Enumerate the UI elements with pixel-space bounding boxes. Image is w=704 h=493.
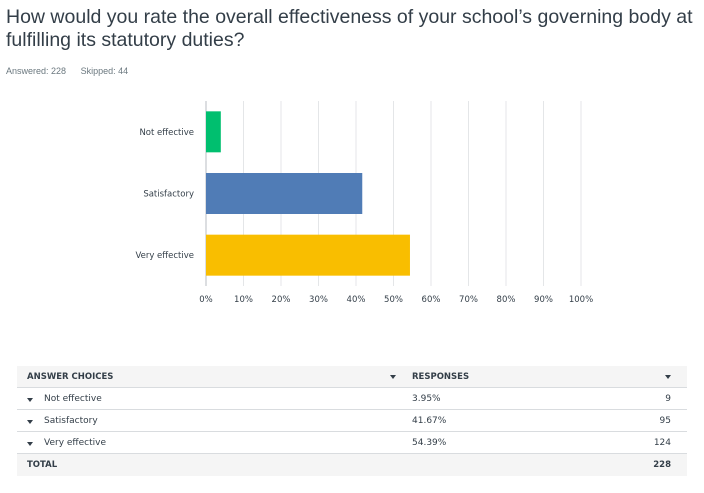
x-tick-label: 10% (234, 295, 253, 305)
table-row: Satisfactory 41.67% 95 (17, 410, 687, 432)
table-total-row: TOTAL 228 (17, 454, 687, 476)
bar-chart: 0% 10% 20% 30% 40% 50% 60% 70% 80% 90% 100% Not eff… (135, 101, 593, 305)
question-title: How would you rate the overall effective… (6, 6, 693, 51)
answer-table: ANSWER CHOICES RESPONSES Not effective 3… (17, 366, 687, 476)
row-count: 124 (653, 438, 671, 448)
x-tick-label: 80% (497, 295, 516, 305)
bar-not-effective[interactable] (206, 111, 221, 153)
row-percent: 54.39% (412, 438, 447, 448)
row-count: 95 (659, 416, 671, 426)
bar-satisfactory[interactable] (206, 173, 363, 214)
x-tick-label: 0% (199, 295, 213, 305)
row-choice: Not effective (44, 394, 102, 404)
x-tick-label: 60% (422, 295, 441, 305)
bar-very-effective[interactable] (206, 234, 410, 276)
table-header-row: ANSWER CHOICES RESPONSES (17, 366, 687, 388)
answered-count: Answered: 228 (6, 66, 67, 76)
total-count: 228 (653, 460, 671, 470)
row-percent: 3.95% (412, 394, 441, 404)
answer-choices-header[interactable]: ANSWER CHOICES (27, 372, 114, 382)
responses-header[interactable]: RESPONSES (412, 372, 470, 382)
row-count: 9 (665, 394, 671, 404)
sort-responses-icon[interactable] (665, 375, 671, 379)
x-tick-label: 90% (534, 295, 553, 305)
expand-row-icon[interactable] (27, 420, 33, 424)
x-tick-label: 100% (569, 295, 593, 305)
table-row: Not effective 3.95% 9 (17, 388, 687, 410)
row-choice: Very effective (44, 438, 106, 448)
row-choice: Satisfactory (44, 416, 98, 426)
response-stats: Answered: 228 Skipped: 44 (6, 66, 140, 76)
skipped-count: Skipped: 44 (80, 66, 129, 76)
sort-choices-icon[interactable] (390, 375, 396, 379)
x-tick-label: 50% (384, 295, 403, 305)
category-label: Not effective (139, 128, 194, 138)
row-percent: 41.67% (412, 416, 447, 426)
category-label: Satisfactory (143, 190, 194, 200)
x-tick-label: 20% (272, 295, 291, 305)
x-tick-label: 70% (459, 295, 478, 305)
expand-row-icon[interactable] (27, 442, 33, 446)
table-row: Very effective 54.39% 124 (17, 432, 687, 454)
total-label: TOTAL (27, 460, 58, 470)
category-label: Very effective (135, 251, 194, 261)
x-tick-label: 30% (309, 295, 328, 305)
x-tick-label: 40% (347, 295, 366, 305)
expand-row-icon[interactable] (27, 398, 33, 402)
